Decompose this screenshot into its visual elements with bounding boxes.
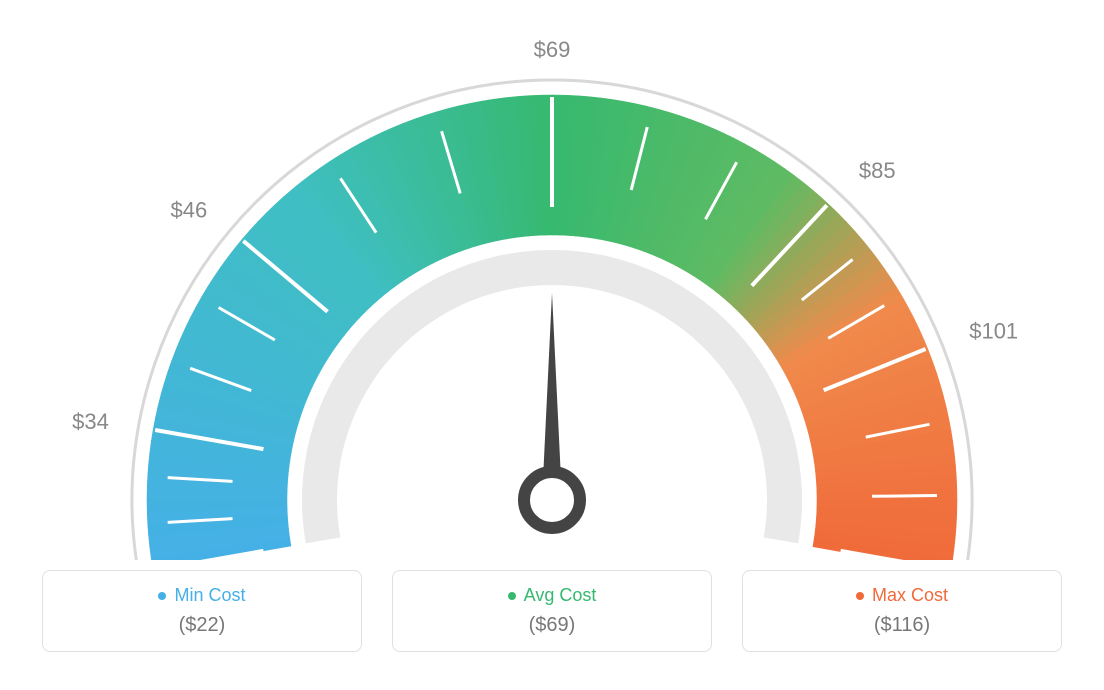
legend-value-max: ($116) bbox=[743, 614, 1061, 637]
legend-value-avg: ($69) bbox=[393, 614, 711, 637]
legend-title-avg: Avg Cost bbox=[508, 585, 597, 606]
gauge-chart: $22$34$46$69$85$101$116 bbox=[0, 0, 1104, 560]
legend-row: Min Cost ($22) Avg Cost ($69) Max Cost (… bbox=[0, 560, 1104, 652]
legend-card-avg: Avg Cost ($69) bbox=[392, 570, 712, 652]
legend-label-min: Min Cost bbox=[174, 585, 245, 606]
gauge-svg: $22$34$46$69$85$101$116 bbox=[0, 0, 1104, 560]
gauge-hub bbox=[524, 472, 580, 528]
tick-label: $34 bbox=[72, 409, 109, 434]
legend-label-max: Max Cost bbox=[872, 585, 948, 606]
tick-label: $101 bbox=[969, 318, 1018, 343]
legend-card-min: Min Cost ($22) bbox=[42, 570, 362, 652]
legend-label-avg: Avg Cost bbox=[524, 585, 597, 606]
legend-value-min: ($22) bbox=[43, 614, 361, 637]
legend-title-min: Min Cost bbox=[158, 585, 245, 606]
legend-dot-min bbox=[158, 592, 166, 600]
tick-label: $46 bbox=[171, 198, 208, 223]
legend-card-max: Max Cost ($116) bbox=[742, 570, 1062, 652]
legend-dot-max bbox=[856, 592, 864, 600]
tick-label: $69 bbox=[534, 37, 571, 62]
tick-label: $85 bbox=[859, 158, 896, 183]
legend-title-max: Max Cost bbox=[856, 585, 948, 606]
legend-dot-avg bbox=[508, 592, 516, 600]
